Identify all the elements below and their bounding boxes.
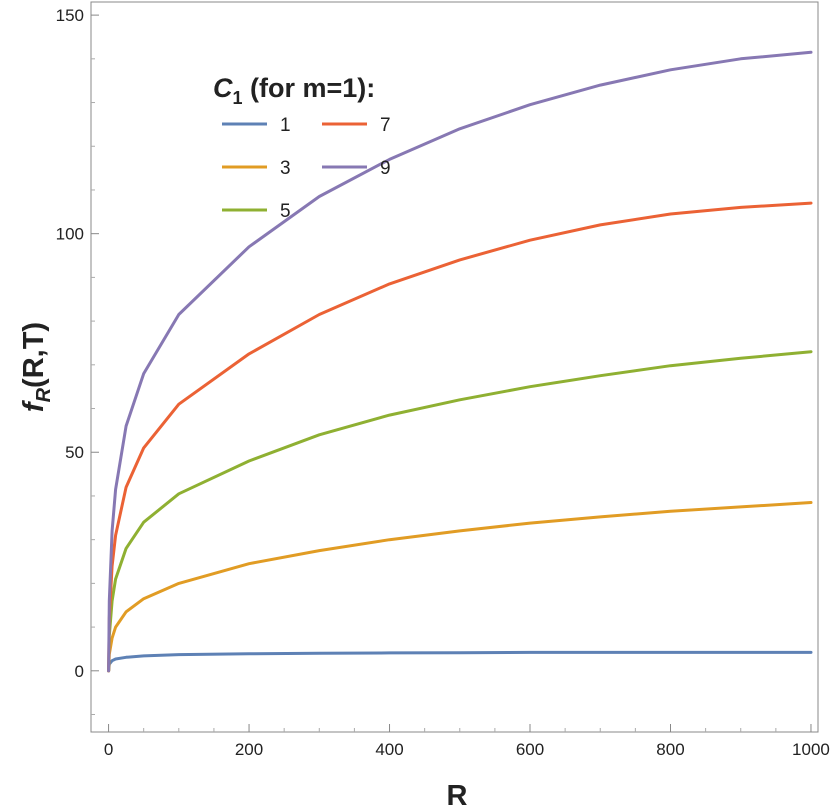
x-tick-label: 800 — [656, 740, 684, 759]
legend-label-7: 7 — [380, 115, 391, 136]
y-ticks: 0 50 100 150 — [56, 6, 99, 681]
x-tick-label: 600 — [516, 740, 544, 759]
x-tick-label: 200 — [235, 740, 263, 759]
x-tick-label: 400 — [375, 740, 403, 759]
legend-label-9: 9 — [380, 158, 391, 179]
y-tick-label: 100 — [56, 225, 84, 244]
legend-title: C1 (for m=1): — [213, 73, 375, 108]
y-tick-label: 0 — [75, 662, 84, 681]
x-tick-label: 1000 — [792, 740, 830, 759]
legend: C1 (for m=1): 1 3 5 7 9 — [213, 73, 391, 222]
series-line-1 — [107, 650, 813, 673]
minor-ticks — [91, 58, 777, 732]
legend-label-3: 3 — [280, 158, 291, 179]
series-line-7 — [107, 201, 813, 673]
series-line-5 — [107, 350, 813, 673]
plot-frame — [90, 1, 819, 733]
x-tick-label: 0 — [104, 740, 113, 759]
y-tick-label: 150 — [56, 6, 84, 25]
series-lines — [107, 50, 813, 673]
legend-items: 1 3 5 7 9 — [222, 115, 391, 222]
legend-label-1: 1 — [280, 115, 291, 136]
x-axis-title: R — [447, 780, 468, 811]
series-line-3 — [107, 501, 813, 673]
legend-label-5: 5 — [280, 201, 291, 222]
y-axis-title: fR(R,T) — [18, 322, 55, 412]
y-tick-label: 50 — [65, 443, 84, 462]
series-line-9 — [107, 50, 813, 673]
x-ticks: 0 200 400 600 800 1000 — [104, 724, 830, 759]
